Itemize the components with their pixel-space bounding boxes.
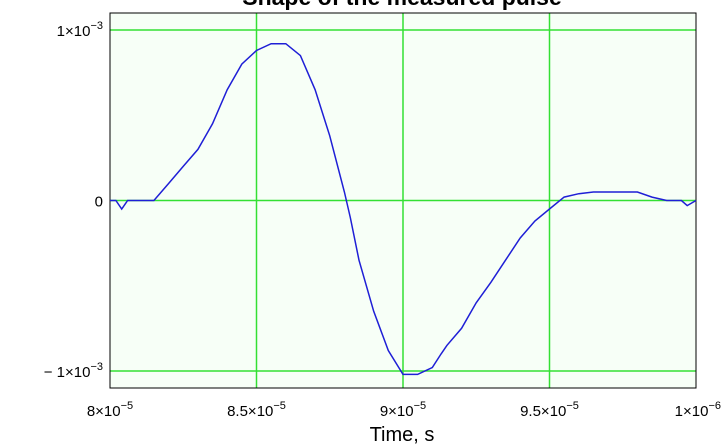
x-tick-label: 9.5×10−5 (520, 400, 579, 420)
x-tick-label: 1×10−6 (675, 400, 721, 420)
x-tick-label: 9×10−5 (380, 400, 426, 420)
y-tick-labels: 1×10−3 0 − 1×10−3 (44, 20, 103, 381)
x-tick-label: 8.5×10−5 (227, 400, 286, 420)
y-tick-label: − 1×10−3 (44, 361, 103, 381)
series-layer (110, 42, 697, 376)
y-tick-label: 0 (95, 194, 103, 211)
series-line (110, 42, 697, 376)
x-tick-label: 8×10−5 (87, 400, 133, 420)
x-tick-labels: 8×10−5 8.5×10−5 9×10−5 9.5×10−5 1×10−6 (87, 400, 721, 420)
y-tick-label: 1×10−3 (57, 20, 103, 40)
grid-lines (110, 13, 696, 388)
chart-title: Shape of the measured pulse (242, 0, 562, 10)
x-axis-label: Time, s (370, 424, 435, 446)
